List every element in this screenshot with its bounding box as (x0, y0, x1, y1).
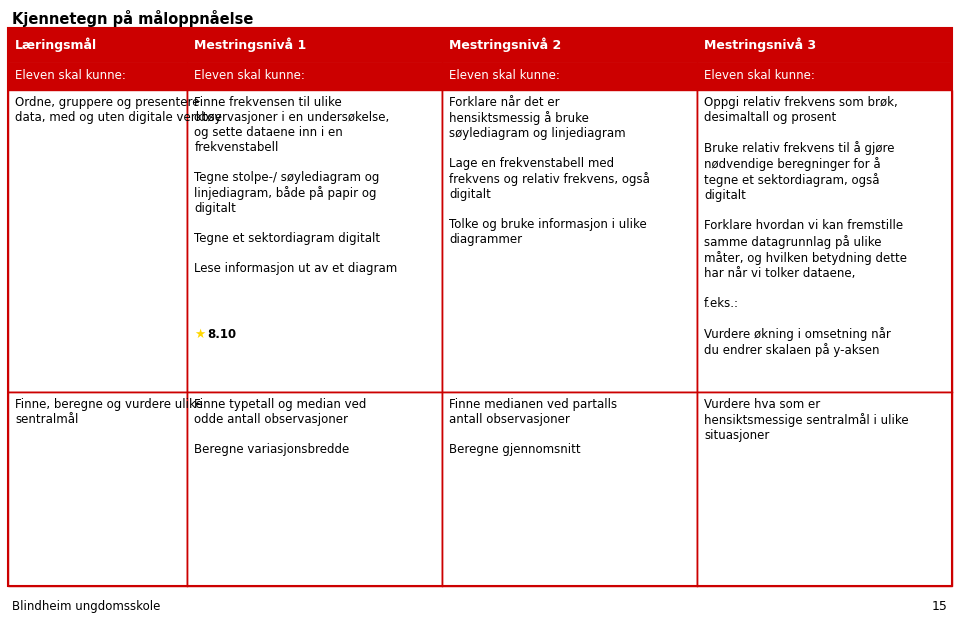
Text: 15: 15 (932, 600, 948, 613)
Bar (187, 392, 443, 586)
Text: Blindheim ungdomsskole: Blindheim ungdomsskole (12, 600, 160, 613)
Bar (697, 62, 952, 90)
Bar (697, 90, 952, 392)
Text: Vurdere hva som er
hensiktsmessige sentralmål i ulike
situasjoner: Vurdere hva som er hensiktsmessige sentr… (704, 398, 909, 442)
Bar (8, 392, 187, 586)
Text: Finne typetall og median ved
odde antall observasjoner

Beregne variasjonsbredde: Finne typetall og median ved odde antall… (194, 398, 367, 456)
Bar (443, 392, 697, 586)
Text: Mestringsnivå 2: Mestringsnivå 2 (449, 37, 562, 52)
Bar (8, 62, 187, 90)
Text: Finne frekvensen til ulike
observasjoner i en undersøkelse,
og sette dataene inn: Finne frekvensen til ulike observasjoner… (194, 96, 397, 275)
Text: ★: ★ (194, 328, 205, 341)
Bar (187, 90, 443, 392)
Bar (187, 62, 443, 90)
Bar (697, 392, 952, 586)
Bar (443, 90, 697, 392)
Text: Læringsmål: Læringsmål (15, 37, 97, 52)
Text: Oppgi relativ frekvens som brøk,
desimaltall og prosent

Bruke relativ frekvens : Oppgi relativ frekvens som brøk, desimal… (704, 96, 907, 357)
Text: Mestringsnivå 3: Mestringsnivå 3 (704, 37, 816, 52)
Text: Finne, beregne og vurdere ulike
sentralmål: Finne, beregne og vurdere ulike sentralm… (15, 398, 203, 426)
Bar (8, 28, 187, 62)
Text: Kjennetegn på måloppnåelse: Kjennetegn på måloppnåelse (12, 10, 253, 27)
Bar (443, 28, 697, 62)
Bar (8, 28, 952, 586)
Bar (443, 62, 697, 90)
Bar (187, 28, 443, 62)
Text: Eleven skal kunne:: Eleven skal kunne: (15, 69, 126, 82)
Text: Eleven skal kunne:: Eleven skal kunne: (704, 69, 815, 82)
Text: Forklare når det er
hensiktsmessig å bruke
søylediagram og linjediagram

Lage en: Forklare når det er hensiktsmessig å bru… (449, 96, 650, 246)
Bar (697, 28, 952, 62)
Text: Mestringsnivå 1: Mestringsnivå 1 (194, 37, 306, 52)
Text: 8.10: 8.10 (207, 328, 236, 341)
Text: Eleven skal kunne:: Eleven skal kunne: (194, 69, 305, 82)
Bar (8, 90, 187, 392)
Text: Finne medianen ved partalls
antall observasjoner

Beregne gjennomsnitt: Finne medianen ved partalls antall obser… (449, 398, 617, 456)
Text: Ordne, gruppere og presentere
data, med og uten digitale verktøy: Ordne, gruppere og presentere data, med … (15, 96, 222, 124)
Text: Eleven skal kunne:: Eleven skal kunne: (449, 69, 560, 82)
